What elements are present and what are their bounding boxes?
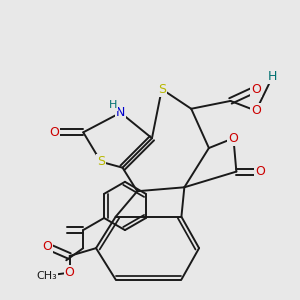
Text: O: O <box>42 240 52 253</box>
Text: O: O <box>251 82 261 96</box>
Text: H: H <box>268 70 278 83</box>
Text: O: O <box>251 104 261 117</box>
Text: O: O <box>64 266 74 279</box>
Text: O: O <box>255 165 265 178</box>
Text: CH₃: CH₃ <box>37 271 57 281</box>
Text: H: H <box>109 100 117 110</box>
Text: O: O <box>49 126 59 139</box>
Text: S: S <box>97 155 105 168</box>
Text: O: O <box>229 132 238 145</box>
Text: N: N <box>116 106 125 119</box>
Text: S: S <box>158 82 166 96</box>
